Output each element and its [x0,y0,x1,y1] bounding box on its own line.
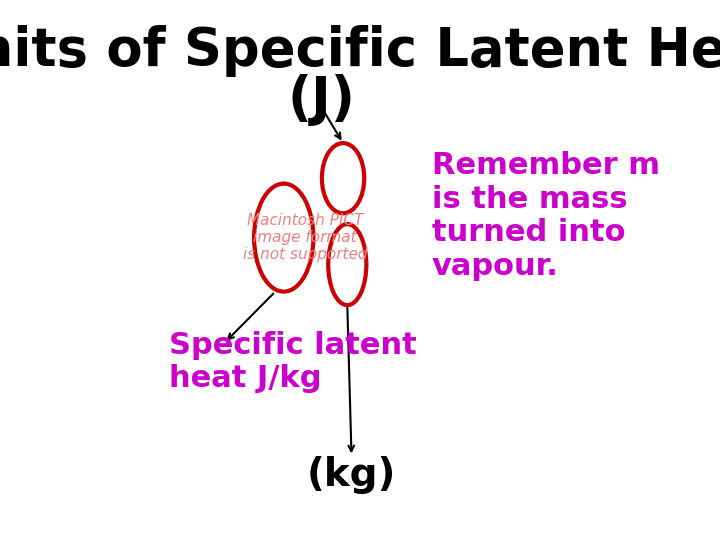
Text: Remember m
is the mass
turned into
vapour.: Remember m is the mass turned into vapou… [432,151,660,281]
Text: (kg): (kg) [307,456,396,494]
Text: (J): (J) [288,74,356,126]
Text: Units of Specific Latent Heat: Units of Specific Latent Heat [0,25,720,77]
Text: Macintosh PICT
image format
is not supported: Macintosh PICT image format is not suppo… [243,213,367,262]
Text: Specific latent
heat J/kg: Specific latent heat J/kg [169,330,417,393]
